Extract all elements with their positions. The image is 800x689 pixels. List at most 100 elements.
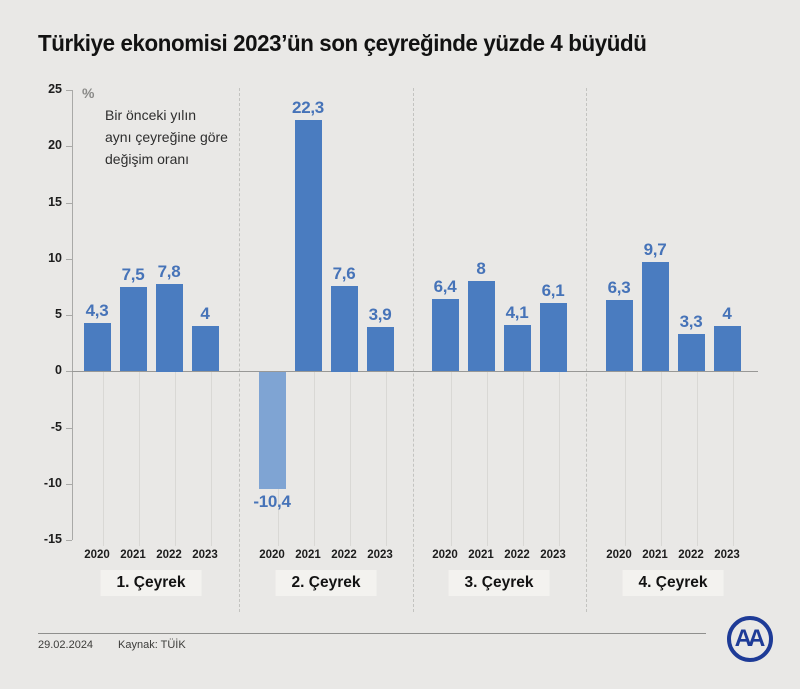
y-tick-label: -10 [43, 475, 62, 490]
below-zero-gridline [139, 372, 140, 546]
quarter-group-label: 4. Çeyrek [622, 570, 724, 596]
x-year-label: 2020 [432, 549, 458, 561]
bar-value-label: 4,3 [85, 301, 109, 320]
below-zero-gridline [625, 372, 626, 546]
y-tick-label: 5 [55, 307, 62, 321]
bar-value-label: 7,8 [157, 262, 181, 281]
y-tick-mark [66, 371, 72, 373]
y-tick-label: -5 [50, 419, 62, 434]
quarter-separator [586, 88, 587, 612]
y-tick-mark [66, 202, 72, 204]
below-zero-gridline [350, 372, 351, 546]
chart-title: Türkiye ekonomisi 2023’ün son çeyreğinde… [38, 30, 647, 56]
note-line-1: Bir önceki yılın [105, 107, 197, 123]
bar-1c-2020 [84, 323, 111, 371]
x-year-label: 2021 [468, 549, 494, 561]
below-zero-gridline [451, 372, 452, 546]
bar-3c-2021 [468, 281, 495, 371]
y-tick-label: 0 [55, 363, 62, 378]
x-year-label: 2023 [367, 549, 393, 561]
quarter-group-label: 2. Çeyrek [275, 570, 377, 596]
bar-value-label: 4,1 [505, 303, 529, 322]
y-tick-label: 10 [48, 250, 62, 265]
x-year-label: 2022 [504, 549, 530, 561]
zero-baseline [72, 371, 758, 372]
anadolu-agency-logo: AA [727, 616, 773, 662]
below-zero-gridline [661, 372, 662, 546]
below-zero-gridline [487, 372, 488, 546]
bar-value-label: 8 [476, 259, 486, 278]
y-tick-mark [66, 146, 72, 148]
bar-value-label: 7,6 [332, 264, 356, 283]
x-year-label: 2022 [331, 549, 357, 561]
quarter-group-label: 1. Çeyrek [100, 570, 202, 596]
y-axis-line [72, 90, 73, 540]
x-year-label: 2023 [714, 549, 740, 561]
y-tick-label: -15 [43, 532, 62, 546]
below-zero-gridline [523, 372, 524, 546]
bar-1c-2023 [192, 326, 219, 371]
y-tick-mark [66, 258, 72, 260]
bar-value-label: 6,1 [541, 281, 565, 300]
aa-logo-text: AA [734, 625, 766, 652]
bar-value-label: 4 [200, 304, 210, 323]
bar-value-label: 6,4 [433, 277, 457, 296]
bar-value-label: 3,3 [679, 312, 703, 331]
bar-4c-2020 [606, 300, 633, 371]
note-line-3: değişim oranı [105, 151, 190, 167]
bar-3c-2023 [540, 303, 567, 372]
y-tick-mark [66, 483, 72, 485]
y-tick-label: 25 [48, 82, 62, 96]
note-line-2: aynı çeyreğine göre [105, 129, 228, 145]
bar-2c-2020 [259, 372, 286, 489]
bar-4c-2021 [642, 262, 669, 371]
bar-2c-2021 [295, 120, 322, 371]
bar-value-label: 9,7 [643, 240, 667, 259]
below-zero-gridline [697, 372, 698, 546]
percent-symbol: % [82, 85, 95, 101]
y-tick-mark [66, 315, 72, 316]
x-year-label: 2021 [295, 549, 321, 561]
bar-1c-2021 [120, 287, 147, 371]
below-zero-gridline [733, 372, 734, 546]
bar-2c-2022 [331, 286, 358, 372]
bar-value-label: 6,3 [607, 278, 631, 297]
below-zero-gridline [211, 372, 212, 546]
bar-4c-2022 [678, 334, 705, 371]
below-zero-gridline [175, 372, 176, 546]
bar-value-label: 7,5 [121, 265, 145, 284]
x-year-label: 2023 [540, 549, 566, 561]
bar-value-label: 4 [722, 304, 732, 323]
y-tick-label: 20 [48, 138, 62, 153]
y-tick-mark [66, 427, 72, 429]
footer-divider [38, 633, 706, 634]
y-tick-mark [66, 90, 72, 91]
axis-unit-note: % Bir önceki yılın aynı çeyreğine göre deği… [82, 82, 228, 170]
bar-4c-2023 [714, 326, 741, 371]
below-zero-gridline [559, 372, 560, 546]
x-year-label: 2022 [678, 549, 704, 561]
y-tick-label: 15 [48, 194, 62, 209]
x-year-label: 2020 [606, 549, 632, 561]
y-tick-mark [66, 540, 72, 541]
below-zero-gridline [314, 372, 315, 546]
publish-date: 29.02.2024 [38, 639, 94, 651]
bar-3c-2020 [432, 299, 459, 371]
x-year-label: 2021 [120, 549, 146, 561]
x-year-label: 2021 [642, 549, 668, 561]
bar-2c-2023 [367, 327, 394, 371]
quarter-group-label: 3. Çeyrek [448, 570, 550, 596]
quarter-separator [413, 88, 414, 612]
x-year-label: 2020 [84, 549, 110, 561]
x-year-label: 2023 [192, 549, 218, 561]
data-source: Kaynak: TÜİK [118, 639, 186, 651]
x-year-label: 2022 [156, 549, 182, 561]
bar-3c-2022 [504, 325, 531, 371]
bar-value-label: 3,9 [368, 305, 392, 324]
below-zero-gridline [386, 372, 387, 546]
bar-1c-2022 [156, 284, 183, 372]
bar-value-label: -10,4 [253, 492, 291, 511]
bar-value-label: 22,3 [292, 98, 324, 117]
below-zero-gridline [103, 372, 104, 546]
